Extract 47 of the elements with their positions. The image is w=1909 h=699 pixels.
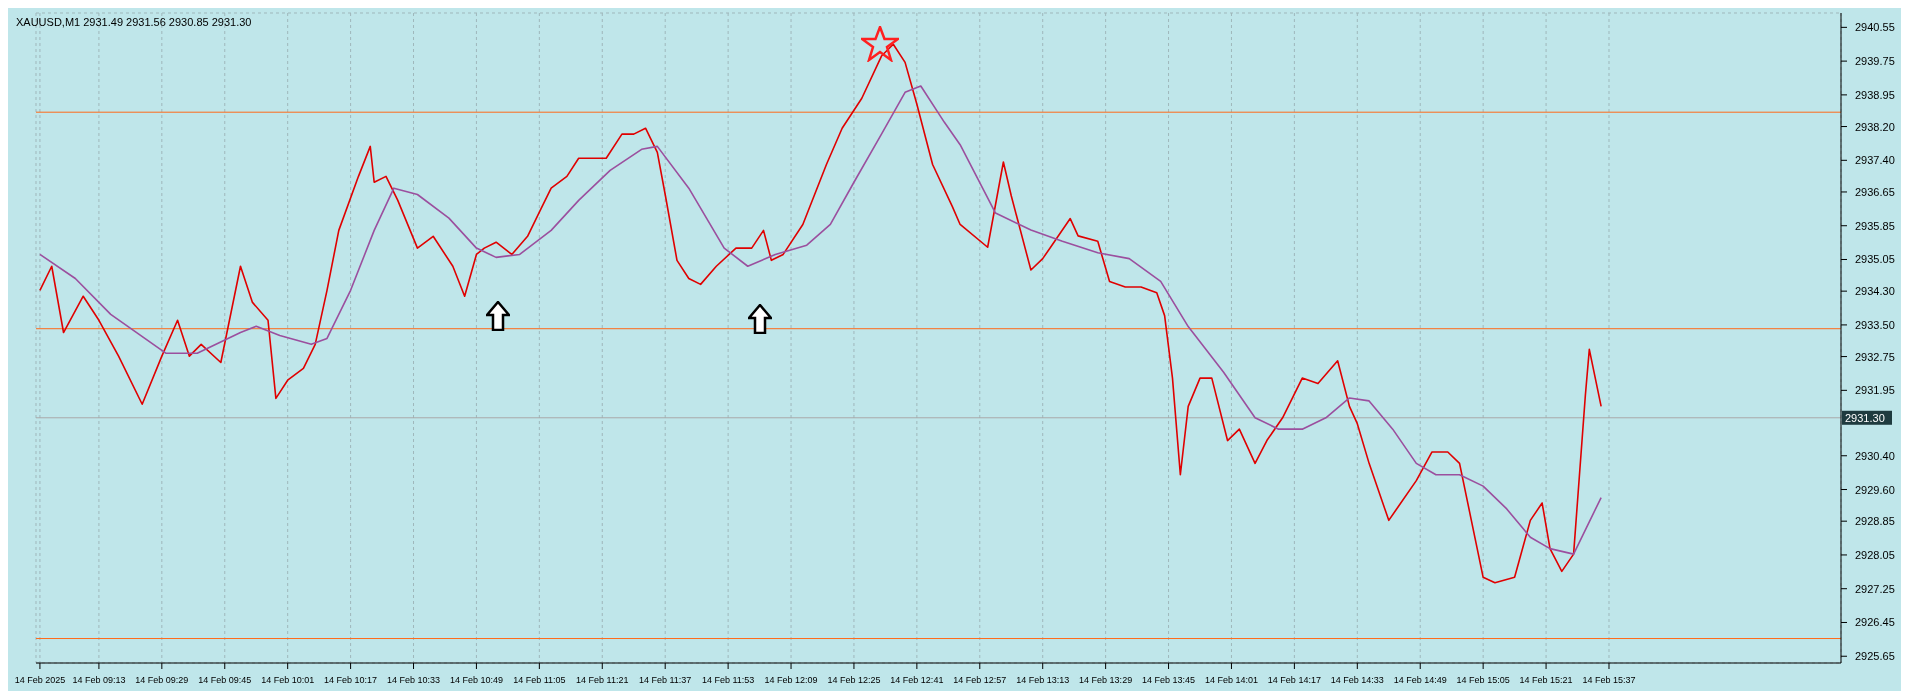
y-tick-label: 2928.85 [1855,515,1895,528]
x-tick-label: 14 Feb 13:45 [1142,675,1196,685]
x-tick-label: 14 Feb 10:01 [261,675,315,685]
x-tick-label: 14 Feb 10:33 [386,675,441,685]
y-tick-label: 2936.65 [1855,185,1895,198]
x-tick-label: 14 Feb 10:17 [324,675,378,685]
x-tick-label: 14 Feb 14:17 [1267,675,1321,685]
x-tick-label: 14 Feb 15:37 [1582,675,1636,685]
y-tick-label: 2940.55 [1855,21,1895,34]
y-tick-label: 2929.60 [1855,483,1895,496]
x-tick-label: 14 Feb 09:13 [72,675,126,685]
x-tick-label: 14 Feb 2025 [14,675,66,685]
x-tick-label: 14 Feb 10:49 [449,675,503,685]
x-tick-label: 14 Feb 15:21 [1519,675,1573,685]
x-tick-label: 14 Feb 12:41 [890,675,944,685]
x-tick-label: 14 Feb 15:05 [1456,675,1510,685]
x-tick-label: 14 Feb 11:37 [639,675,692,685]
y-tick-label: 2938.20 [1855,120,1895,133]
y-tick-label: 2933.50 [1855,318,1895,331]
x-tick-label: 14 Feb 11:53 [701,675,755,685]
x-tick-label: 14 Feb 14:33 [1330,675,1384,685]
x-tick-label: 14 Feb 09:45 [198,675,252,685]
y-tick-label: 2935.85 [1855,219,1895,232]
y-tick-label: 2931.95 [1855,384,1895,397]
y-tick-label: 2925.65 [1855,650,1895,663]
x-tick-label: 14 Feb 11:05 [513,675,566,685]
y-tick-label: 2930.40 [1855,449,1895,462]
y-tick-label: 2932.75 [1855,350,1895,363]
x-tick-label: 14 Feb 14:01 [1204,675,1258,685]
y-tick-label: 2938.95 [1855,88,1895,101]
y-tick-label: 2927.25 [1855,582,1895,595]
x-tick-label: 14 Feb 12:25 [827,675,881,685]
y-tick-label: 2939.75 [1855,55,1895,68]
x-tick-label: 14 Feb 14:49 [1393,675,1447,685]
x-tick-label: 14 Feb 11:21 [576,675,629,685]
y-tick-label: 2937.40 [1855,154,1895,167]
y-tick-label: 2926.45 [1855,616,1895,629]
y-tick-label: 2934.30 [1855,285,1895,298]
y-tick-label: 2935.05 [1855,253,1895,266]
chart-title: XAUUSD,M1 2931.49 2931.56 2930.85 2931.30 [16,16,252,28]
x-tick-label: 14 Feb 13:29 [1079,675,1133,685]
x-tick-label: 14 Feb 09:29 [135,675,189,685]
x-tick-label: 14 Feb 12:09 [764,675,818,685]
x-tick-label: 14 Feb 12:57 [953,675,1007,685]
x-tick-label: 14 Feb 13:13 [1016,675,1070,685]
ref-line-label: 2931.30 [1845,411,1885,424]
y-tick-label: 2928.05 [1855,548,1895,561]
